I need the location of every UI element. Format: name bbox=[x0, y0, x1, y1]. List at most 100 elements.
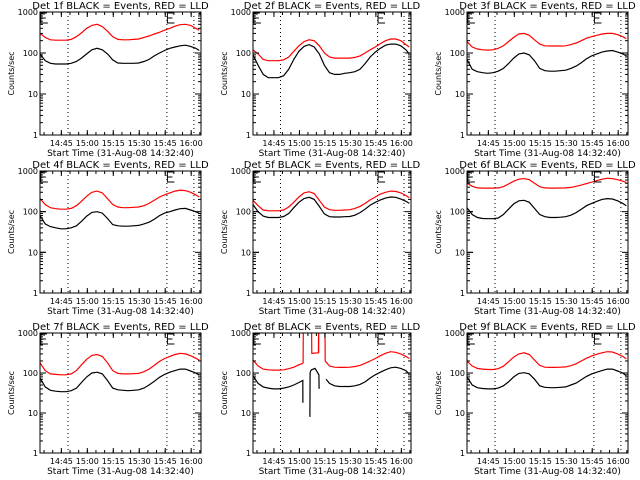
y-axis-label: Counts/sec bbox=[220, 210, 229, 254]
y-tick-label: 1000 bbox=[231, 329, 251, 338]
y-tick-label: 10 bbox=[455, 409, 465, 418]
plot-panel-4: Det 4f BLACK = Events, RED = LLD 1 10 100 10… bbox=[7, 160, 209, 317]
series-line-lld bbox=[40, 352, 200, 376]
x-tick-label: 15:15 bbox=[313, 139, 336, 148]
series-group bbox=[467, 177, 627, 220]
plot-title: Det 3f BLACK = Events, RED = LLD bbox=[459, 1, 636, 12]
x-tick-label: 15:30 bbox=[339, 139, 362, 148]
x-tick-label: 15:45 bbox=[364, 297, 387, 306]
plot-title: Det 4f BLACK = Events, RED = LLD bbox=[32, 160, 209, 171]
x-tick-label: 15:45 bbox=[364, 457, 387, 466]
y-axis-label: Counts/sec bbox=[434, 371, 443, 415]
x-tick-label: 15:15 bbox=[102, 139, 125, 148]
plot-title: Det 7f BLACK = Events, RED = LLD bbox=[32, 322, 209, 333]
series-line-lld bbox=[467, 32, 627, 51]
x-tick-label: 14:45 bbox=[262, 457, 285, 466]
y-tick-label: 1 bbox=[33, 289, 38, 298]
series-line-events bbox=[467, 49, 627, 74]
x-tick-label: 14:45 bbox=[477, 139, 500, 148]
x-tick-label: 15:45 bbox=[581, 297, 604, 306]
y-axis-label: Counts/sec bbox=[220, 371, 229, 415]
plot-frame bbox=[466, 11, 629, 136]
series-line-events bbox=[309, 367, 320, 417]
x-tick-label: 15:30 bbox=[339, 457, 362, 466]
series-group bbox=[253, 190, 410, 219]
y-tick-label: 10 bbox=[241, 90, 251, 99]
plot-title: Det 5f BLACK = Events, RED = LLD bbox=[244, 160, 421, 171]
y-tick-label: 1 bbox=[460, 449, 465, 458]
series-line-events bbox=[467, 368, 627, 390]
series-group bbox=[40, 352, 200, 393]
x-tick-label: 15:45 bbox=[364, 139, 387, 148]
y-tick-label: 100 bbox=[450, 208, 465, 217]
x-tick-label: 15:15 bbox=[313, 297, 336, 306]
plot-panel-2: Det 2f BLACK = Events, RED = LLD 1 10 100 10… bbox=[220, 1, 420, 159]
y-tick-label: 1 bbox=[246, 449, 251, 458]
x-tick-label: 15:30 bbox=[555, 139, 578, 148]
series-line-events bbox=[40, 44, 200, 65]
x-tick-label: 15:00 bbox=[288, 297, 311, 306]
x-tick-label: 15:45 bbox=[154, 457, 177, 466]
plot-frame bbox=[252, 170, 412, 294]
event-marker-e bbox=[166, 333, 175, 345]
x-tick-label: 16:00 bbox=[180, 139, 203, 148]
x-tick-label: 15:15 bbox=[529, 139, 552, 148]
plot-frame bbox=[466, 332, 629, 454]
series-line-lld bbox=[324, 333, 410, 368]
x-tick-label: 15:00 bbox=[76, 297, 99, 306]
y-tick-label: 10 bbox=[241, 409, 251, 418]
y-tick-label: 1 bbox=[33, 449, 38, 458]
x-tick-label: 15:30 bbox=[339, 297, 362, 306]
x-axis-label: Start Time (31-Aug-08 14:32:40) bbox=[474, 149, 621, 159]
series-line-lld bbox=[467, 351, 627, 371]
x-axis-label: Start Time (31-Aug-08 14:32:40) bbox=[47, 149, 194, 159]
y-tick-label: 1 bbox=[246, 131, 251, 140]
x-tick-label: 15:15 bbox=[102, 457, 125, 466]
plot-frame bbox=[39, 332, 202, 454]
series-line-lld bbox=[253, 38, 410, 62]
series-line-events bbox=[467, 197, 627, 220]
x-tick-label: 15:30 bbox=[128, 297, 151, 306]
y-tick-label: 1000 bbox=[18, 167, 38, 176]
x-axis-label: Start Time (31-Aug-08 14:32:40) bbox=[47, 307, 194, 317]
x-tick-label: 14:45 bbox=[477, 457, 500, 466]
x-axis-label: Start Time (31-Aug-08 14:32:40) bbox=[47, 467, 194, 477]
plot-title: Det 6f BLACK = Events, RED = LLD bbox=[459, 160, 636, 171]
x-axis-label: Start Time (31-Aug-08 14:32:40) bbox=[259, 307, 406, 317]
x-tick-label: 15:00 bbox=[76, 139, 99, 148]
event-marker-e bbox=[377, 333, 386, 345]
x-tick-label: 15:45 bbox=[154, 297, 177, 306]
y-tick-label: 100 bbox=[236, 208, 251, 217]
series-line-lld bbox=[311, 333, 320, 354]
y-tick-label: 1000 bbox=[18, 8, 38, 17]
y-tick-label: 1 bbox=[460, 289, 465, 298]
plot-frame bbox=[252, 332, 412, 454]
x-tick-label: 15:30 bbox=[128, 457, 151, 466]
y-tick-label: 10 bbox=[28, 248, 38, 257]
x-tick-label: 15:00 bbox=[503, 297, 526, 306]
x-axis-label: Start Time (31-Aug-08 14:32:40) bbox=[474, 307, 621, 317]
x-axis-label: Start Time (31-Aug-08 14:32:40) bbox=[259, 149, 406, 159]
x-tick-label: 14:45 bbox=[262, 139, 285, 148]
event-marker-e bbox=[166, 171, 175, 183]
series-line-events bbox=[253, 43, 410, 79]
y-axis-label: Counts/sec bbox=[7, 210, 16, 254]
event-marker-e bbox=[593, 12, 602, 24]
series-line-events bbox=[253, 196, 410, 219]
x-tick-label: 15:00 bbox=[76, 457, 99, 466]
y-tick-label: 1 bbox=[460, 131, 465, 140]
x-tick-label: 15:00 bbox=[503, 457, 526, 466]
y-tick-label: 1000 bbox=[231, 8, 251, 17]
plot-panel-5: Det 5f BLACK = Events, RED = LLD 1 10 100 10… bbox=[220, 160, 420, 317]
y-tick-label: 10 bbox=[455, 90, 465, 99]
y-tick-label: 1 bbox=[33, 131, 38, 140]
x-tick-label: 14:45 bbox=[50, 297, 73, 306]
series-line-lld bbox=[253, 359, 304, 371]
y-tick-label: 10 bbox=[28, 409, 38, 418]
event-marker-e bbox=[377, 171, 386, 183]
x-tick-label: 16:00 bbox=[607, 139, 630, 148]
x-tick-label: 15:00 bbox=[288, 457, 311, 466]
y-axis-label: Counts/sec bbox=[7, 51, 16, 95]
x-tick-label: 15:45 bbox=[154, 139, 177, 148]
